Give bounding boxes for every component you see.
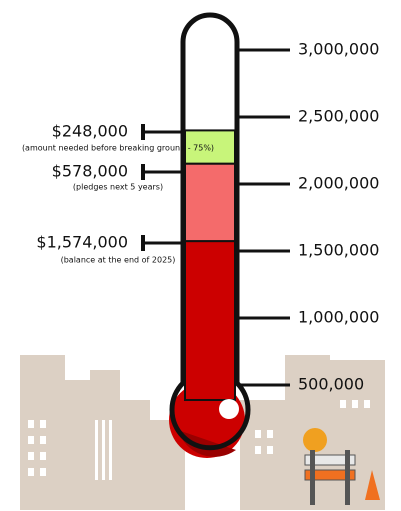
y-tick-label: 2,000,000 <box>298 174 379 193</box>
value-label: $248,000 <box>52 122 128 141</box>
y-tick-label: 500,000 <box>298 375 364 394</box>
y-tick-label: 1,000,000 <box>298 308 379 327</box>
segment <box>185 241 235 400</box>
value-label: $578,000 <box>52 162 128 181</box>
segment <box>185 164 235 241</box>
y-tick-label: 3,000,000 <box>298 40 379 59</box>
note: (pledges next 5 years) <box>73 183 163 192</box>
note: (amount needed before breaking ground - … <box>22 144 214 153</box>
value-label: $1,574,000 <box>36 233 128 252</box>
bulb-highlight <box>219 399 239 419</box>
y-tick-label: 1,500,000 <box>298 241 379 260</box>
chart: $1,574,000 (balance at the end of 2025) $5… <box>0 0 401 511</box>
y-tick-label: 2,500,000 <box>298 107 379 126</box>
note: (balance at the end of 2025) <box>61 256 176 265</box>
